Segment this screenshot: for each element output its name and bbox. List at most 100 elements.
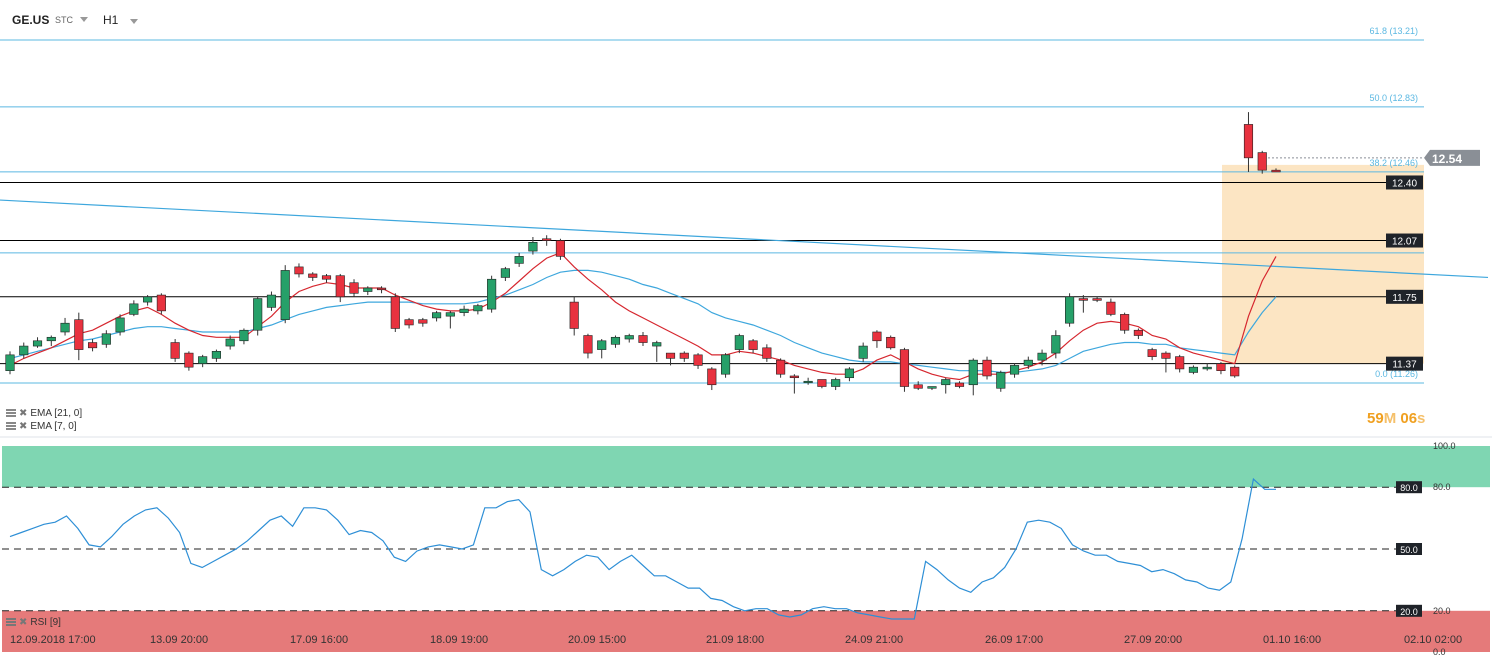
close-icon[interactable]: ✖ bbox=[19, 421, 28, 432]
candle bbox=[748, 339, 758, 354]
candle bbox=[156, 293, 166, 315]
candle-body bbox=[762, 347, 772, 359]
close-icon[interactable]: ✖ bbox=[19, 617, 28, 628]
candle-body bbox=[982, 359, 992, 377]
candle bbox=[280, 265, 290, 324]
candle-body bbox=[32, 340, 43, 347]
candle bbox=[418, 317, 428, 327]
candle-body bbox=[1147, 349, 1157, 357]
candle bbox=[665, 352, 676, 366]
candle bbox=[610, 335, 621, 348]
candle bbox=[376, 286, 387, 294]
candle bbox=[335, 273, 345, 303]
rsi-line bbox=[9, 477, 1276, 620]
settings-icon[interactable] bbox=[6, 409, 16, 418]
candle-body bbox=[1202, 366, 1212, 370]
timeframe-dropdown-chevron-icon[interactable] bbox=[130, 19, 138, 24]
candle bbox=[872, 330, 882, 348]
candle-body bbox=[1009, 365, 1020, 375]
candle bbox=[19, 342, 29, 359]
x-axis-tick-label: 26.09 17:00 bbox=[985, 634, 1043, 646]
ema7-line bbox=[9, 252, 1277, 381]
candle-body bbox=[5, 354, 15, 371]
candle bbox=[899, 347, 910, 392]
candle bbox=[941, 377, 951, 394]
rsi-overbought-band bbox=[2, 446, 1490, 488]
ema21-params: [21, 0] bbox=[54, 408, 83, 419]
level-tag bbox=[1386, 175, 1423, 190]
candle-body bbox=[266, 294, 277, 308]
candle-body bbox=[1216, 363, 1226, 371]
candle-body bbox=[19, 345, 29, 356]
candle-body bbox=[1243, 124, 1254, 159]
candle-body bbox=[294, 266, 304, 275]
settings-icon[interactable] bbox=[6, 618, 16, 627]
candle bbox=[115, 314, 125, 336]
candle bbox=[432, 310, 442, 322]
candle-body bbox=[542, 238, 552, 241]
candle bbox=[569, 296, 579, 336]
candle bbox=[170, 339, 180, 362]
candle-body bbox=[707, 368, 717, 386]
candle bbox=[1078, 295, 1088, 313]
candle-body bbox=[1078, 298, 1088, 301]
x-axis-tick-label: 02.10 02:00 bbox=[1404, 634, 1462, 646]
level-tag-label: 12.07 bbox=[1392, 237, 1417, 248]
ema21-line bbox=[9, 269, 1277, 373]
candle bbox=[211, 349, 221, 362]
candle-body bbox=[143, 296, 153, 303]
x-axis-tick-label: 13.09 20:00 bbox=[150, 634, 208, 646]
candle-body bbox=[968, 359, 978, 386]
candle-body bbox=[473, 305, 483, 312]
candle bbox=[1133, 328, 1143, 340]
candle bbox=[390, 293, 400, 332]
ema21-legend[interactable]: ✖ EMA [21, 0] bbox=[6, 408, 82, 419]
candle bbox=[858, 342, 868, 362]
settings-icon[interactable] bbox=[6, 422, 16, 431]
rsi-legend[interactable]: ✖ RSI [9] bbox=[6, 617, 61, 628]
countdown-minutes: 59 bbox=[1367, 410, 1384, 427]
candle bbox=[803, 377, 813, 385]
candle-body bbox=[60, 322, 70, 333]
candle-body bbox=[610, 336, 621, 345]
candle-body bbox=[665, 352, 676, 359]
rsi-params: [9] bbox=[49, 617, 61, 628]
candle bbox=[1051, 330, 1061, 359]
rsi-level-tag-label: 50.0 bbox=[1400, 545, 1418, 555]
candle bbox=[652, 340, 662, 362]
ema7-legend[interactable]: ✖ EMA [7, 0] bbox=[6, 421, 77, 432]
candle-body bbox=[335, 275, 345, 298]
candle bbox=[817, 379, 827, 389]
candle bbox=[253, 296, 263, 336]
candle bbox=[32, 337, 43, 348]
fib-level-label: 61.8 (13.21) bbox=[1369, 26, 1418, 36]
symbol-label[interactable]: GE.US bbox=[12, 13, 50, 27]
candle bbox=[198, 354, 208, 368]
candle-body bbox=[198, 356, 208, 364]
candle-body bbox=[679, 352, 689, 359]
candle-body bbox=[1037, 352, 1047, 361]
countdown-minutes-unit: M bbox=[1383, 410, 1397, 427]
candle bbox=[1188, 365, 1199, 375]
fib-level-label: 50.0 (12.83) bbox=[1369, 93, 1418, 103]
candle bbox=[74, 312, 84, 361]
x-axis-tick-label: 17.09 16:00 bbox=[290, 634, 348, 646]
x-axis-tick-label: 01.10 16:00 bbox=[1263, 634, 1321, 646]
rsi-axis-label: 20.0 bbox=[1433, 606, 1451, 616]
candle bbox=[239, 328, 249, 345]
candle-body bbox=[500, 268, 510, 278]
candle bbox=[624, 333, 634, 343]
timeframe-label[interactable]: H1 bbox=[103, 13, 119, 27]
fib-level-label: 0.0 (11.26) bbox=[1375, 369, 1418, 379]
candle-body bbox=[390, 296, 400, 329]
candle-body bbox=[693, 354, 703, 366]
close-icon[interactable]: ✖ bbox=[19, 408, 28, 419]
candle-body bbox=[376, 287, 387, 291]
candle bbox=[101, 330, 111, 348]
candle-body bbox=[87, 342, 98, 349]
candle bbox=[1243, 112, 1254, 172]
symbol-dropdown-chevron-icon[interactable] bbox=[80, 17, 88, 22]
rsi-level-tag-label: 80.0 bbox=[1400, 483, 1418, 493]
